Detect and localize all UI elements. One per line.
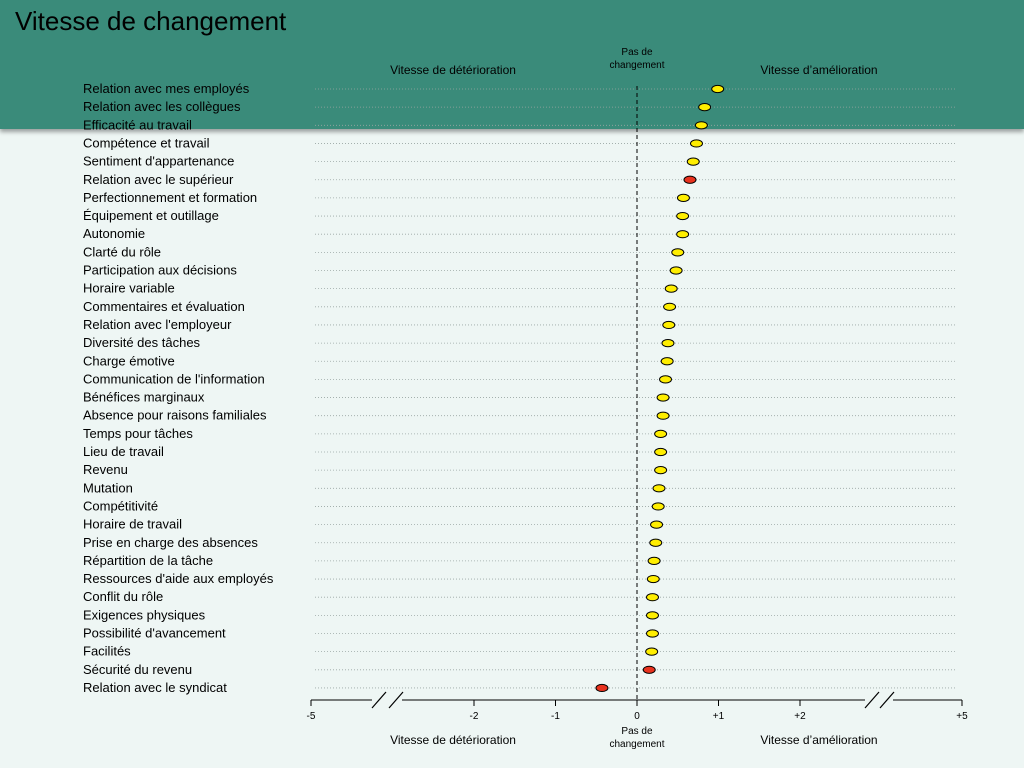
category-label: Temps pour tâches	[83, 426, 193, 441]
x-tick-label: -5	[307, 711, 316, 722]
page-title: Vitesse de changement	[15, 6, 287, 36]
category-label: Communication de l'information	[83, 371, 265, 386]
x-tick-label: -2	[470, 711, 479, 722]
category-label: Possibilité d'avancement	[83, 626, 226, 641]
category-label: Ressources d'aide aux employés	[83, 571, 274, 586]
category-label: Relation avec les collègues	[83, 99, 241, 114]
category-label: Absence pour raisons familiales	[83, 408, 267, 423]
x-axis: -5 -2 -1 0 +1 +2 +5	[307, 691, 968, 722]
category-label: Clarté du rôle	[83, 244, 161, 259]
highlighted-data-point	[642, 665, 656, 674]
data-point	[660, 357, 674, 366]
data-point	[649, 538, 663, 547]
x-tick-label: +1	[713, 711, 725, 722]
data-point	[676, 230, 690, 239]
data-point	[676, 211, 690, 221]
data-point	[659, 375, 673, 384]
data-point	[661, 339, 675, 348]
x-tick-label: +2	[794, 711, 806, 722]
data-point	[669, 266, 683, 275]
axis-break-mark	[371, 691, 387, 709]
footer-center-label: Pas de changement	[609, 726, 664, 750]
data-point	[694, 121, 708, 130]
data-point	[646, 574, 660, 584]
category-label: Compétence et travail	[83, 135, 210, 150]
footer-right-label: Vitesse d’amélioration	[760, 733, 877, 747]
category-label: Sentiment d'appartenance	[83, 154, 234, 169]
data-point	[654, 429, 668, 438]
data-point	[662, 320, 676, 330]
data-point	[647, 556, 661, 566]
data-point	[663, 302, 677, 311]
data-point	[698, 103, 712, 112]
category-label: Facilités	[83, 644, 131, 659]
category-label: Bénéfices marginaux	[83, 390, 205, 405]
axis-break-mark	[388, 691, 404, 709]
footer-left-label: Vitesse de détérioration	[390, 733, 516, 747]
category-label: Relation avec mes employés	[83, 81, 250, 96]
data-markers	[595, 84, 725, 693]
category-label: Efficacité au travail	[83, 117, 192, 132]
data-point	[645, 629, 659, 638]
header-right-label: Vitesse d’amélioration	[760, 63, 877, 77]
category-label: Compétitivité	[83, 498, 158, 513]
data-point	[656, 411, 670, 420]
data-point	[689, 139, 703, 148]
axis-break-mark	[864, 691, 880, 709]
axis-break-mark	[879, 691, 895, 709]
category-label: Relation avec l'employeur	[83, 317, 232, 332]
x-tick-label: +5	[956, 711, 968, 722]
x-tick-label: 0	[634, 711, 640, 722]
category-label: Sécurité du revenu	[83, 662, 192, 677]
data-point	[711, 84, 725, 94]
category-label: Revenu	[83, 462, 128, 477]
data-point	[645, 593, 659, 602]
data-point	[650, 520, 664, 529]
category-label: Autonomie	[83, 226, 145, 241]
category-label: Mutation	[83, 480, 133, 495]
category-label: Participation aux décisions	[83, 263, 237, 278]
data-point	[645, 647, 659, 656]
header-center-label: Pas de changement	[609, 47, 664, 71]
category-label: Perfectionnement et formation	[83, 190, 257, 205]
data-point	[671, 248, 685, 257]
data-point	[645, 611, 659, 620]
data-point	[686, 157, 700, 166]
category-label: Équipement et outillage	[83, 208, 219, 223]
category-label: Prise en charge des absences	[83, 535, 258, 550]
category-label: Exigences physiques	[83, 607, 206, 622]
data-point	[651, 502, 665, 511]
category-label: Relation avec le supérieur	[83, 172, 234, 187]
category-label: Horaire variable	[83, 281, 175, 296]
highlighted-data-point	[595, 683, 609, 693]
data-point	[664, 284, 678, 293]
category-label: Relation avec le syndicat	[83, 680, 227, 695]
data-point	[654, 447, 668, 457]
category-labels: Relation avec mes employés Relation avec …	[83, 81, 274, 695]
data-point	[652, 484, 666, 493]
category-label: Répartition de la tâche	[83, 553, 213, 568]
category-label: Horaire de travail	[83, 517, 182, 532]
data-point	[676, 193, 690, 202]
category-label: Lieu de travail	[83, 444, 164, 459]
data-point	[656, 393, 670, 402]
category-label: Commentaires et évaluation	[83, 299, 245, 314]
data-point	[654, 466, 668, 475]
x-tick-label: -1	[551, 711, 560, 722]
category-label: Conflit du rôle	[83, 589, 163, 604]
category-label: Diversité des tâches	[83, 335, 201, 350]
header-left-label: Vitesse de détérioration	[390, 63, 516, 77]
row-gridlines	[315, 88, 955, 689]
category-label: Charge émotive	[83, 353, 175, 368]
highlighted-data-point	[683, 175, 697, 184]
header-band: Vitesse de changement	[0, 0, 1024, 129]
